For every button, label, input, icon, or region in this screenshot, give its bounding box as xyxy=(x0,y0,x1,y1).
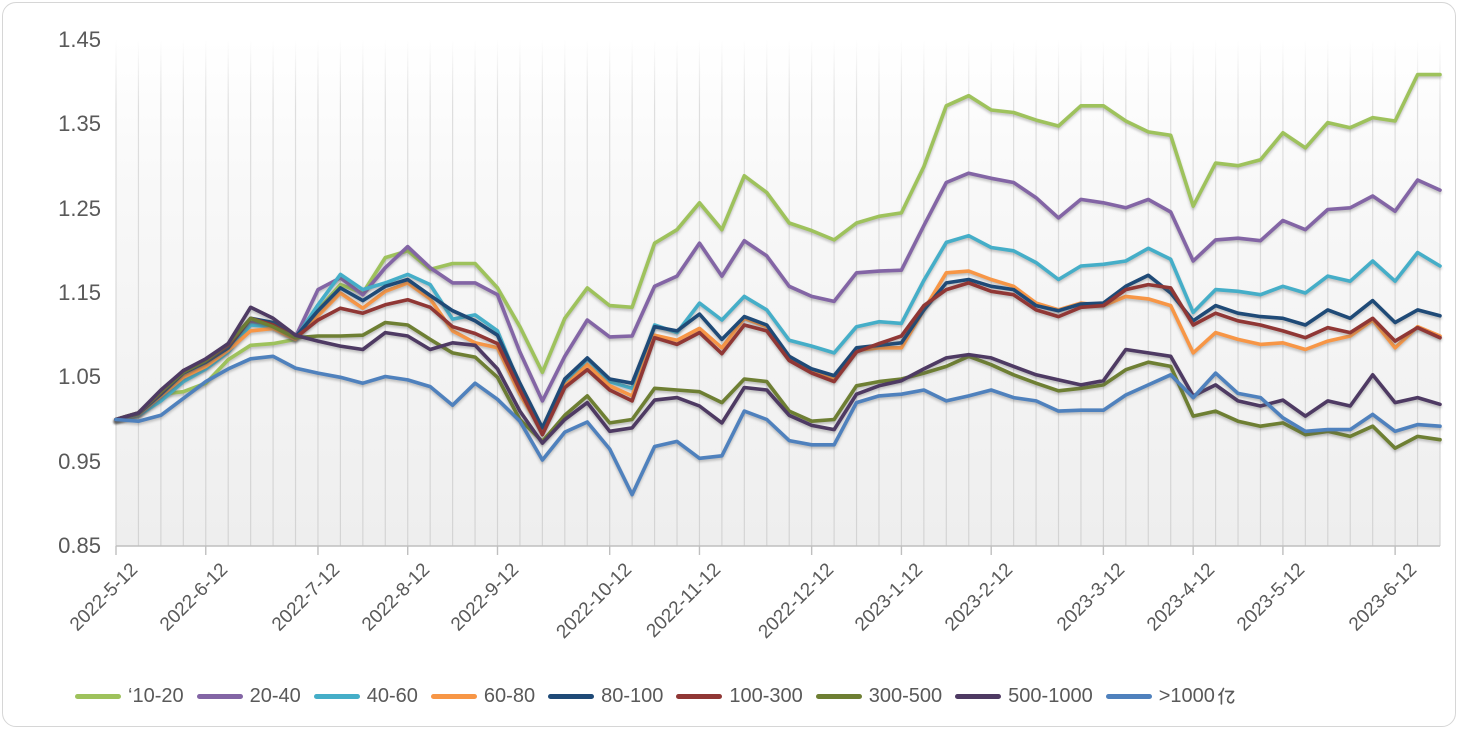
legend-line-swatch xyxy=(676,693,723,699)
legend-item: 500-1000 xyxy=(955,685,1093,707)
legend-item: 60-80 xyxy=(430,685,536,707)
legend-line-swatch xyxy=(548,693,595,699)
legend-label-text: >1000 xyxy=(1158,685,1215,707)
legend-label: 60-80 xyxy=(483,685,536,707)
legend-item: 80-100 xyxy=(548,685,663,707)
legend-label: 300-500 xyxy=(868,685,943,707)
legend-item: 40-60 xyxy=(313,685,418,707)
y-axis-label: 1.25 xyxy=(58,195,101,221)
legend-item: 20-40 xyxy=(196,685,301,707)
series-line-500-1000 xyxy=(114,305,1442,445)
series-line-100-300 xyxy=(114,281,1442,437)
legend-line-swatch xyxy=(313,693,360,699)
month-tick-marks xyxy=(115,546,1396,555)
series-line-80-100 xyxy=(114,273,1442,430)
legend-label: 80-100 xyxy=(601,685,664,707)
legend-line-swatch xyxy=(955,693,1002,699)
legend-line-swatch xyxy=(1105,693,1152,699)
legend-item: 100-300 xyxy=(676,685,803,707)
y-axis-label: 1.35 xyxy=(58,111,101,137)
legend-label: 500-1000 xyxy=(1008,685,1093,707)
legend-label: >1000 xyxy=(1159,685,1236,707)
y-axis-label: 0.85 xyxy=(58,533,101,558)
legend-line-swatch xyxy=(196,693,243,699)
legend-label: ‘10-20 xyxy=(128,685,184,707)
series-line-40-60 xyxy=(114,233,1442,430)
legend-line-swatch xyxy=(815,693,862,699)
legend-item: ‘10-20 xyxy=(75,685,184,707)
chart-legend: ‘10-20 20-40 40-60 60-80 80-100 100-300 300-50… xyxy=(75,681,1405,711)
series-line--10-20 xyxy=(114,72,1442,422)
legend-label: 40-60 xyxy=(366,685,418,707)
yi-cjk-glyph-icon xyxy=(1217,687,1235,705)
legend-line-swatch xyxy=(75,693,121,699)
y-axis-label: 1.15 xyxy=(58,280,101,305)
series-lines xyxy=(114,72,1442,497)
line-chart-canvas xyxy=(114,40,1442,555)
legend-label: 20-40 xyxy=(249,685,301,707)
series-line->1000- xyxy=(114,354,1442,497)
legend-line-swatch xyxy=(430,693,477,699)
y-axis-label: 0.95 xyxy=(58,448,101,474)
legend-label: 100-300 xyxy=(729,685,803,707)
legend-item: >1000 xyxy=(1105,685,1236,707)
y-axis-label: 1.45 xyxy=(58,27,101,52)
y-axis-label: 1.05 xyxy=(58,364,101,390)
legend-item: 300-500 xyxy=(815,685,943,707)
series-line-300-500 xyxy=(114,316,1442,451)
